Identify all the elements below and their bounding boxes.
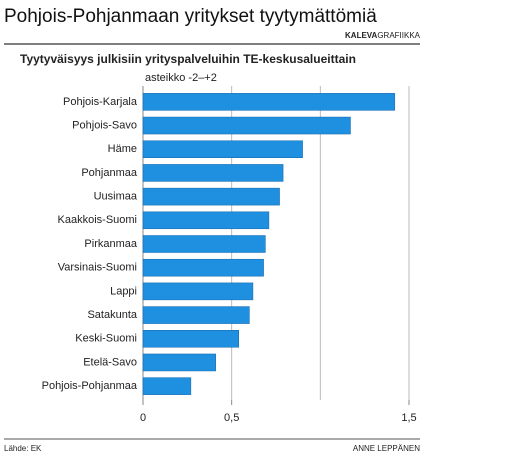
subtitle: Tyytyväisyys julkisiin yrityspalveluihin… [20, 52, 356, 66]
x-tick-label: 0,5 [224, 412, 239, 424]
brand-bold: KALEVA [345, 31, 378, 40]
y-tick-label: Uusimaa [94, 191, 138, 203]
y-tick-label: Pirkanmaa [84, 238, 137, 250]
y-tick-label: Kaakkois-Suomi [58, 214, 137, 226]
x-tick-label: 1,5 [401, 412, 416, 424]
source: Lähde: EK [4, 444, 42, 453]
bar [142, 211, 270, 230]
y-tick-label: Etelä-Savo [83, 356, 137, 368]
bar [142, 140, 303, 158]
bar [142, 258, 264, 277]
y-tick-label: Pohjois-Karjala [63, 96, 138, 108]
scale-note: asteikko -2–+2 [145, 72, 217, 84]
y-tick-label: Keski-Suomi [75, 333, 137, 345]
y-tick-label: Satakunta [87, 309, 137, 321]
chart-title: Pohjois-Pohjanmaan yritykset tyytymättöm… [4, 6, 377, 27]
bar [142, 235, 266, 253]
bar [142, 282, 254, 301]
bar [142, 353, 216, 372]
bar [142, 377, 192, 395]
bar [142, 306, 250, 324]
brand-light: GRAFIIKKA [377, 31, 420, 40]
brand: KALEVAGRAFIIKKA [345, 31, 421, 40]
y-tick-label: Pohjois-Pohjanmaa [42, 380, 138, 392]
bar [142, 93, 396, 111]
bar [142, 116, 351, 135]
y-tick-label: Varsinais-Suomi [58, 262, 137, 274]
author: ANNE LEPPÄNEN [353, 444, 420, 453]
y-tick-label: Pohjois-Savo [72, 119, 137, 131]
y-tick-label: Lappi [110, 285, 137, 297]
x-tick-label: 0 [140, 412, 146, 424]
bar [142, 330, 240, 348]
bar [142, 187, 280, 206]
bar [142, 164, 284, 182]
y-tick-label: Pohjanmaa [81, 167, 138, 179]
y-tick-label: Häme [108, 143, 137, 155]
